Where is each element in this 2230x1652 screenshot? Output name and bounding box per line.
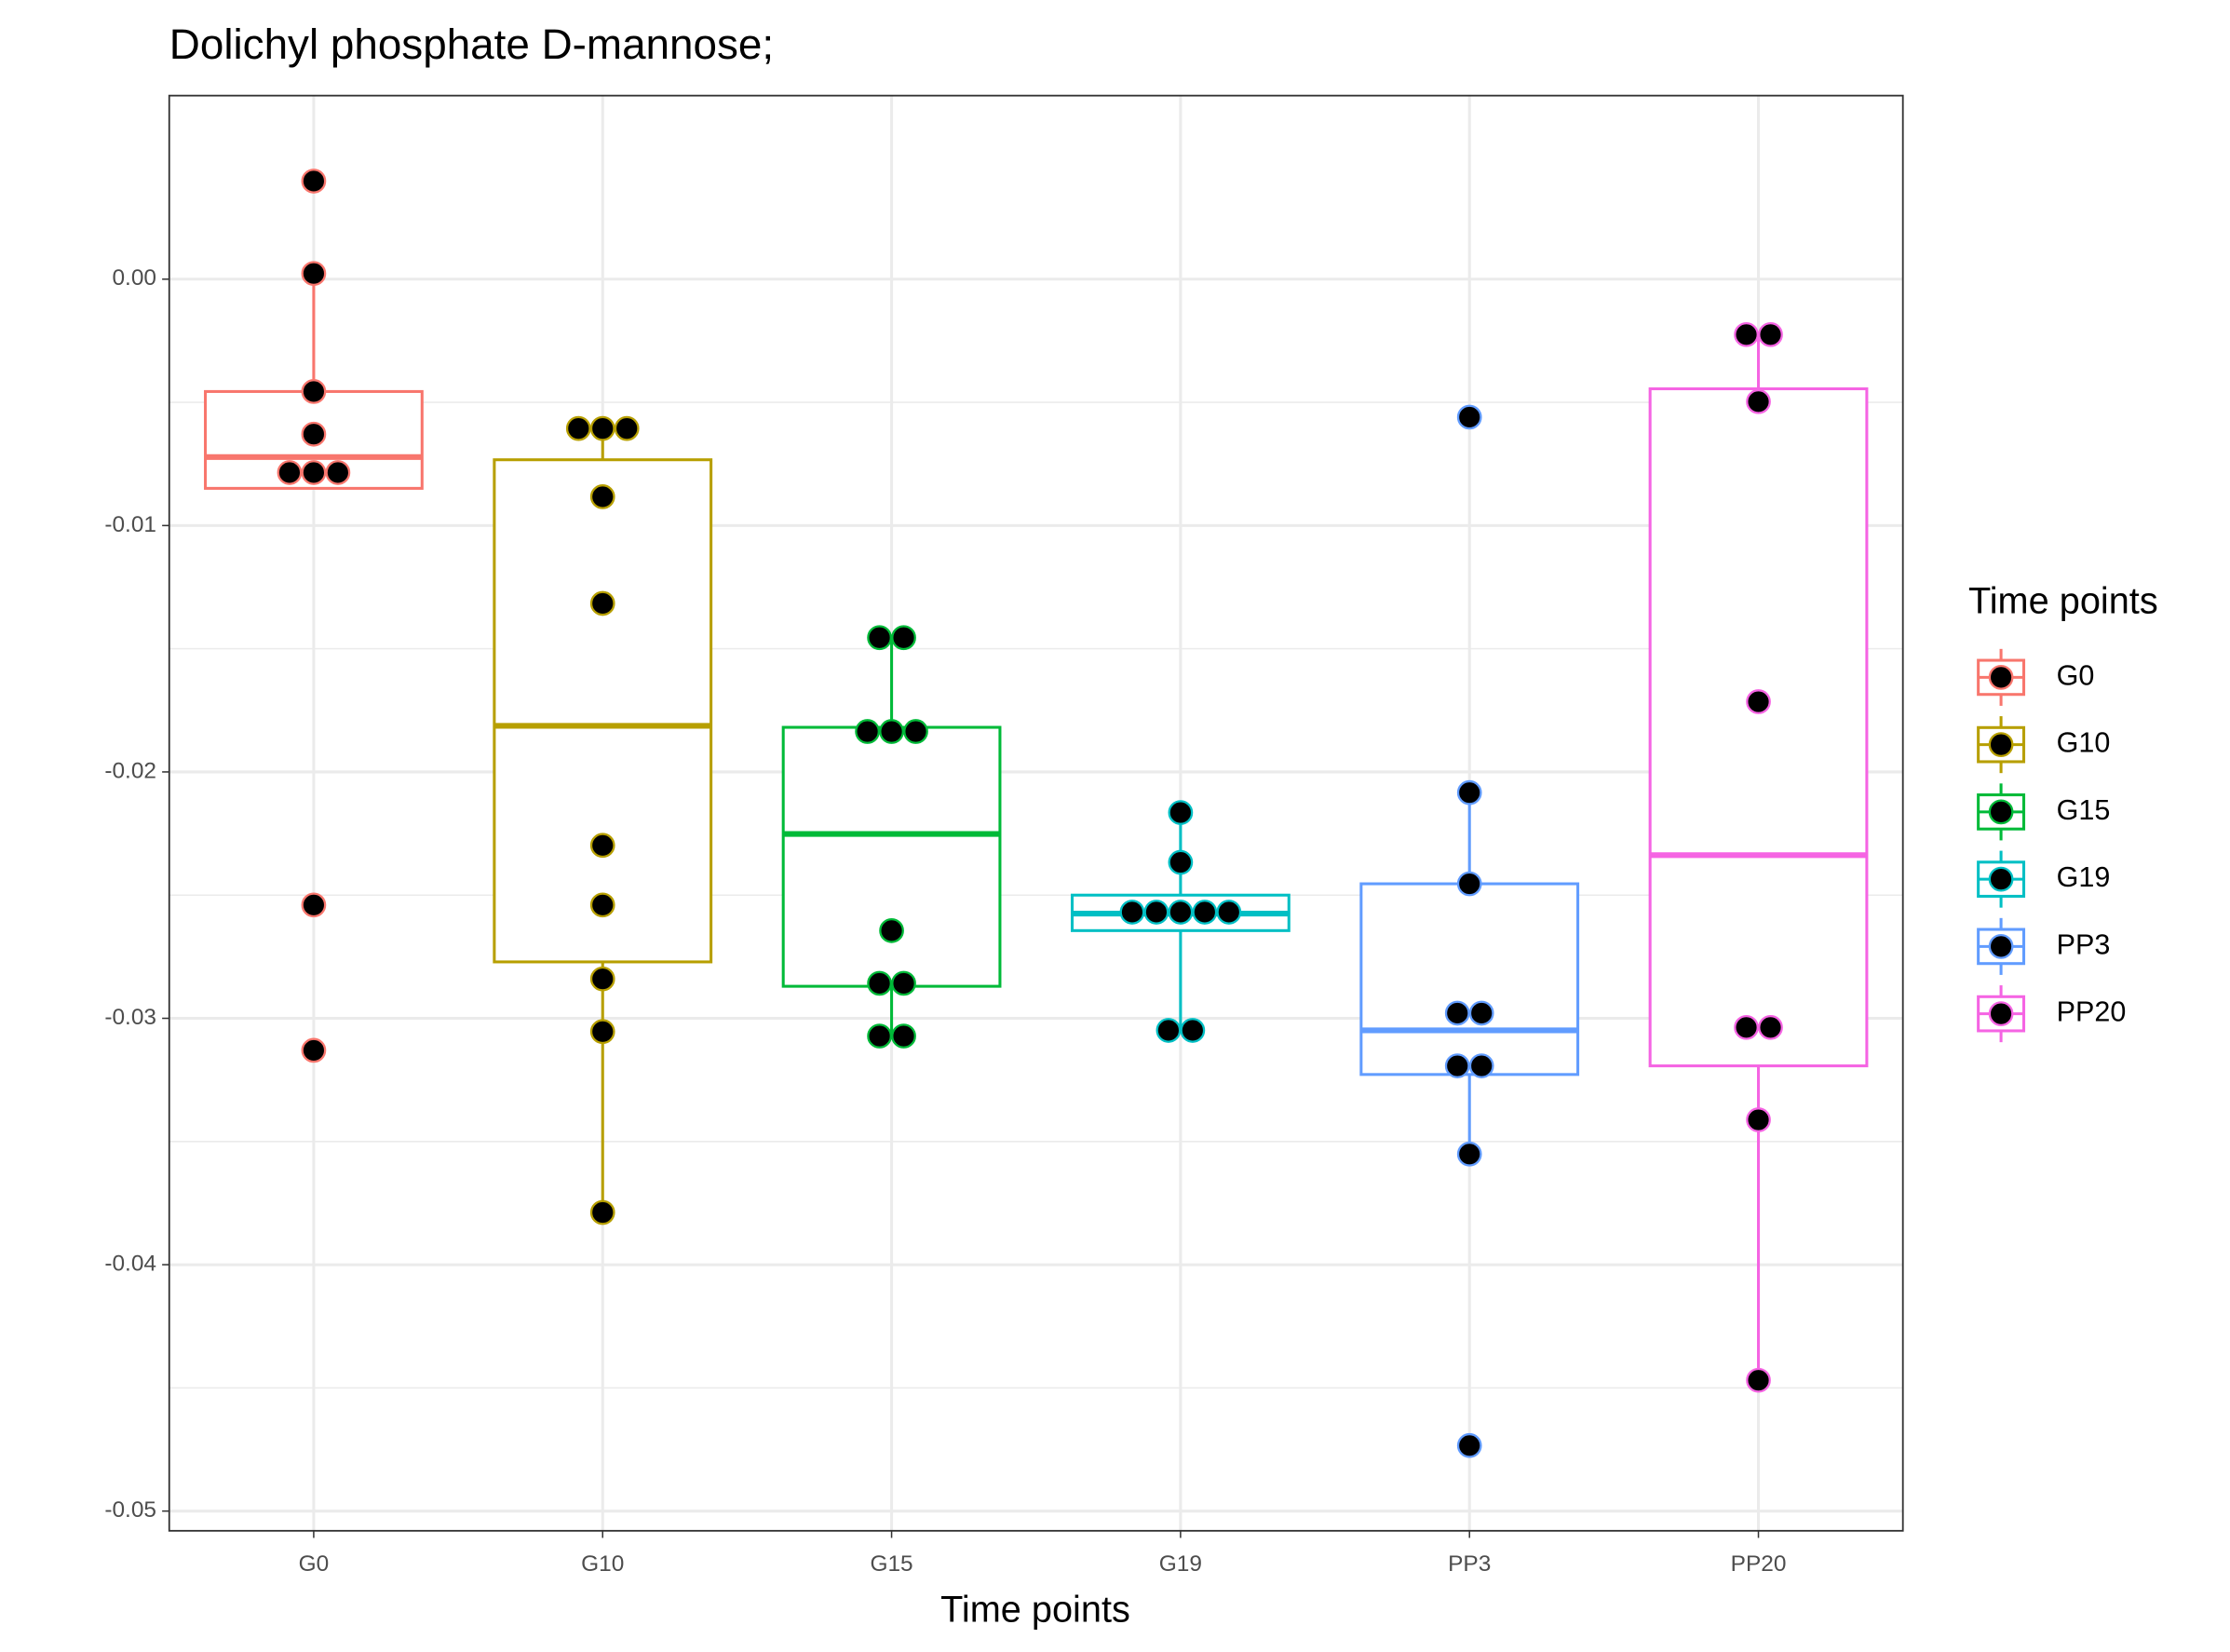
x-tick-label: G19 <box>1159 1551 1202 1577</box>
legend-label: G15 <box>2057 794 2111 826</box>
data-point <box>589 590 615 616</box>
legend-label: G10 <box>2057 727 2111 759</box>
data-point <box>301 1037 327 1063</box>
data-point <box>891 625 916 651</box>
box <box>1648 386 1869 1068</box>
y-tick-label: -0.04 <box>104 1252 156 1277</box>
chart-title: Dolichyl phosphate D-mannose; <box>169 20 774 68</box>
x-tick-label: G15 <box>870 1551 912 1577</box>
legend-key-point <box>1988 1001 2014 1026</box>
x-tick-label: G0 <box>299 1551 330 1577</box>
y-tick-label: -0.03 <box>104 1005 156 1030</box>
plot-background <box>169 95 1903 1531</box>
data-point <box>301 379 327 404</box>
data-point <box>301 261 327 287</box>
data-point <box>589 1019 615 1045</box>
box <box>493 458 713 964</box>
data-point <box>1180 1018 1206 1043</box>
data-point <box>891 970 916 996</box>
data-point <box>325 460 351 485</box>
data-point <box>614 415 640 441</box>
data-point <box>1168 800 1194 825</box>
box <box>1359 882 1580 1077</box>
data-point <box>277 460 303 485</box>
data-point <box>1758 321 1783 347</box>
data-point <box>1734 1014 1759 1040</box>
data-point <box>1456 404 1482 430</box>
x-tick-label: G10 <box>581 1551 624 1577</box>
data-point <box>1456 779 1482 806</box>
data-point <box>1143 900 1169 925</box>
data-point <box>1746 1367 1771 1393</box>
data-point <box>1444 1053 1470 1078</box>
x-axis-title: Time points <box>940 1589 1130 1630</box>
y-tick-label: -0.05 <box>104 1497 156 1523</box>
data-point <box>867 1023 892 1049</box>
data-point <box>565 415 591 441</box>
data-point <box>1456 1141 1482 1167</box>
legend-label: G0 <box>2057 659 2095 691</box>
data-point <box>903 719 928 744</box>
data-point <box>1192 900 1218 925</box>
data-point <box>1734 321 1759 347</box>
data-point <box>891 1023 916 1049</box>
data-point <box>589 484 615 509</box>
data-point <box>1168 849 1194 875</box>
y-tick-label: 0.00 <box>112 265 156 291</box>
data-point <box>589 892 615 918</box>
legend-key-point <box>1988 934 2014 959</box>
data-point <box>589 415 615 441</box>
legend-label: PP3 <box>2057 928 2111 960</box>
legend-label: PP20 <box>2057 996 2127 1028</box>
data-point <box>301 892 327 918</box>
data-point <box>589 1199 615 1225</box>
data-point <box>855 719 880 744</box>
data-point <box>301 169 327 194</box>
data-point <box>589 833 615 859</box>
data-point <box>1468 1000 1494 1026</box>
data-point <box>301 460 327 485</box>
data-point <box>1456 1432 1482 1458</box>
data-point <box>1746 689 1771 714</box>
data-point <box>1156 1018 1182 1043</box>
data-point <box>1746 1107 1771 1132</box>
data-point <box>1119 900 1145 925</box>
legend-key-point <box>1988 665 2014 690</box>
legend-key-point <box>1988 732 2014 757</box>
data-point <box>589 966 615 992</box>
legend-key-point <box>1988 866 2014 892</box>
data-point <box>1456 871 1482 897</box>
legend-label: G19 <box>2057 861 2111 893</box>
legend-title: Time points <box>1968 580 2158 621</box>
y-tick-label: -0.02 <box>104 758 156 783</box>
data-point <box>1468 1053 1494 1078</box>
x-tick-label: PP3 <box>1448 1551 1491 1577</box>
data-point <box>867 625 892 651</box>
data-point <box>1746 388 1771 414</box>
legend-key-point <box>1988 799 2014 825</box>
x-tick-label: PP20 <box>1731 1551 1787 1577</box>
data-point <box>879 917 904 943</box>
data-point <box>879 719 904 744</box>
box <box>781 725 1002 988</box>
data-point <box>1168 900 1194 925</box>
plot-border <box>168 94 1904 1532</box>
data-point <box>1444 1000 1470 1026</box>
data-point <box>867 970 892 996</box>
y-tick-label: -0.01 <box>104 512 156 537</box>
data-point <box>1758 1014 1783 1040</box>
data-point <box>301 421 327 447</box>
data-point <box>1216 900 1242 925</box>
